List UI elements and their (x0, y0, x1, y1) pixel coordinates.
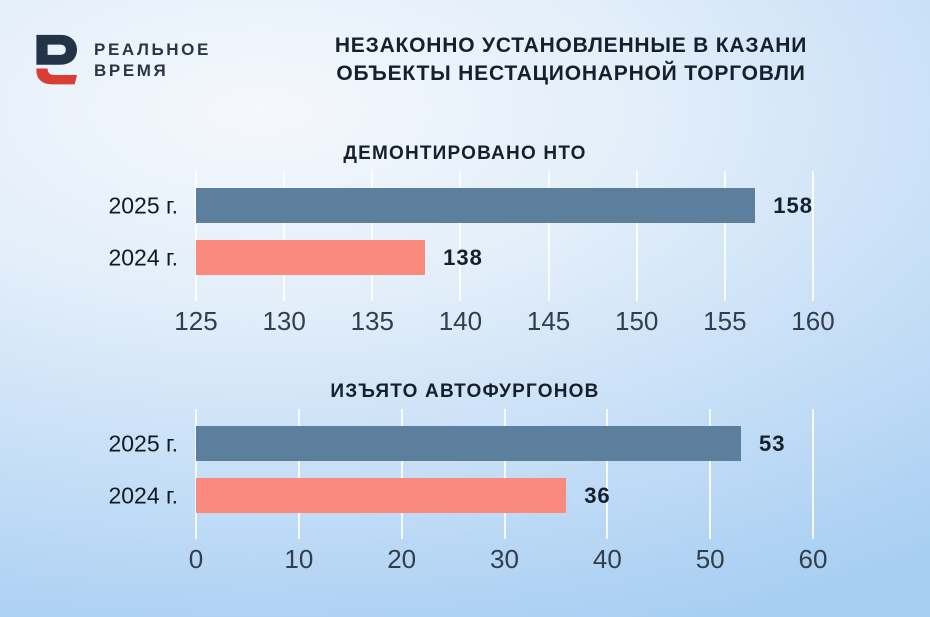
gridline (812, 409, 814, 539)
x-tick-label: 10 (284, 544, 314, 574)
realnoe-vremya-logo-icon (36, 34, 77, 85)
chart-izyato-avtofurgonov: ИЗЪЯТО АВТОФУРГОНОВ 2025 г. 53 2024 г. 36 0… (0, 381, 930, 576)
gridline (635, 171, 638, 301)
brand-block: РЕАЛЬНОЕ ВРЕМЯ (28, 34, 211, 88)
category-label: 2025 г. (108, 192, 178, 218)
x-tick-label: 135 (350, 306, 394, 336)
brand-line-1: РЕАЛЬНОЕ (94, 40, 211, 60)
bar-row: 2025 г. 158 (108, 188, 813, 223)
bar (196, 478, 567, 513)
page-title-line-1: НЕЗАКОННО УСТАНОВЛЕННЫЕ В КАЗАНИ (334, 34, 808, 57)
x-tick-label: 160 (791, 306, 835, 336)
chart-demontirovano-nto: ДЕМОНТИРОВАНО НТО 2025 г. 158 2024 г. 138 1… (0, 143, 930, 338)
x-tick-label: 20 (387, 544, 417, 574)
chart-plot-area: 2025 г. 158 2024 г. 138 (108, 171, 814, 301)
bar-row: 2024 г. 138 (108, 240, 813, 275)
gridline (371, 171, 374, 301)
chart-x-axis: 0 10 20 30 40 50 60 (189, 542, 828, 576)
bar (196, 426, 742, 461)
gridline (297, 409, 300, 539)
gridline (606, 409, 609, 539)
bar-value-label: 53 (759, 430, 786, 456)
x-tick-label: 145 (526, 306, 571, 336)
bar-row: 2024 г. 36 (108, 478, 813, 513)
chart-title: ИЗЪЯТО АВТОФУРГОНОВ (330, 381, 600, 402)
bar-row: 2025 г. 53 (108, 426, 813, 461)
x-tick-label: 155 (703, 306, 747, 336)
header: РЕАЛЬНОЕ ВРЕМЯ НЕЗАКОННО УСТАНОВЛЕННЫЕ В… (0, 0, 930, 100)
gridline (709, 409, 712, 539)
gridline (723, 171, 726, 301)
x-tick-label: 150 (615, 306, 659, 336)
x-tick-label: 130 (262, 306, 306, 336)
chart-title: ДЕМОНТИРОВАНО НТО (343, 143, 587, 164)
gridline (195, 409, 197, 539)
bar (196, 240, 426, 275)
page-title: НЕЗАКОННО УСТАНОВЛЕННЫЕ В КАЗАНИ ОБЪЕКТЫ… (250, 32, 892, 88)
x-tick-label: 60 (798, 544, 828, 574)
bar-value-label: 36 (584, 482, 611, 508)
chart-plot-area: 2025 г. 53 2024 г. 36 (108, 409, 814, 539)
gridline (195, 171, 197, 301)
bar-value-label: 158 (773, 192, 813, 218)
x-tick-label: 50 (695, 544, 725, 574)
gridline (459, 171, 462, 301)
page-title-line-2: ОБЪЕКТЫ НЕСТАЦИОНАРНОЙ ТОРГОВЛИ (336, 62, 806, 85)
x-tick-label: 140 (438, 306, 483, 336)
gridline (283, 171, 286, 301)
chart-x-axis: 125 130 135 140 145 150 155 160 (174, 304, 834, 338)
category-label: 2024 г. (108, 482, 178, 508)
x-tick-label: 30 (490, 544, 519, 574)
category-label: 2024 г. (108, 244, 178, 270)
gridline (812, 171, 814, 301)
bar (196, 188, 756, 223)
gridline (547, 171, 550, 301)
gridline (400, 409, 403, 539)
brand-wordmark: РЕАЛЬНОЕ ВРЕМЯ (94, 40, 211, 81)
gridline (503, 409, 506, 539)
x-tick-label: 125 (174, 306, 218, 336)
x-tick-label: 40 (592, 544, 622, 574)
brand-line-2: ВРЕМЯ (94, 61, 169, 80)
category-label: 2025 г. (108, 430, 178, 456)
x-tick-label: 0 (188, 544, 204, 574)
bar-value-label: 138 (443, 244, 483, 270)
